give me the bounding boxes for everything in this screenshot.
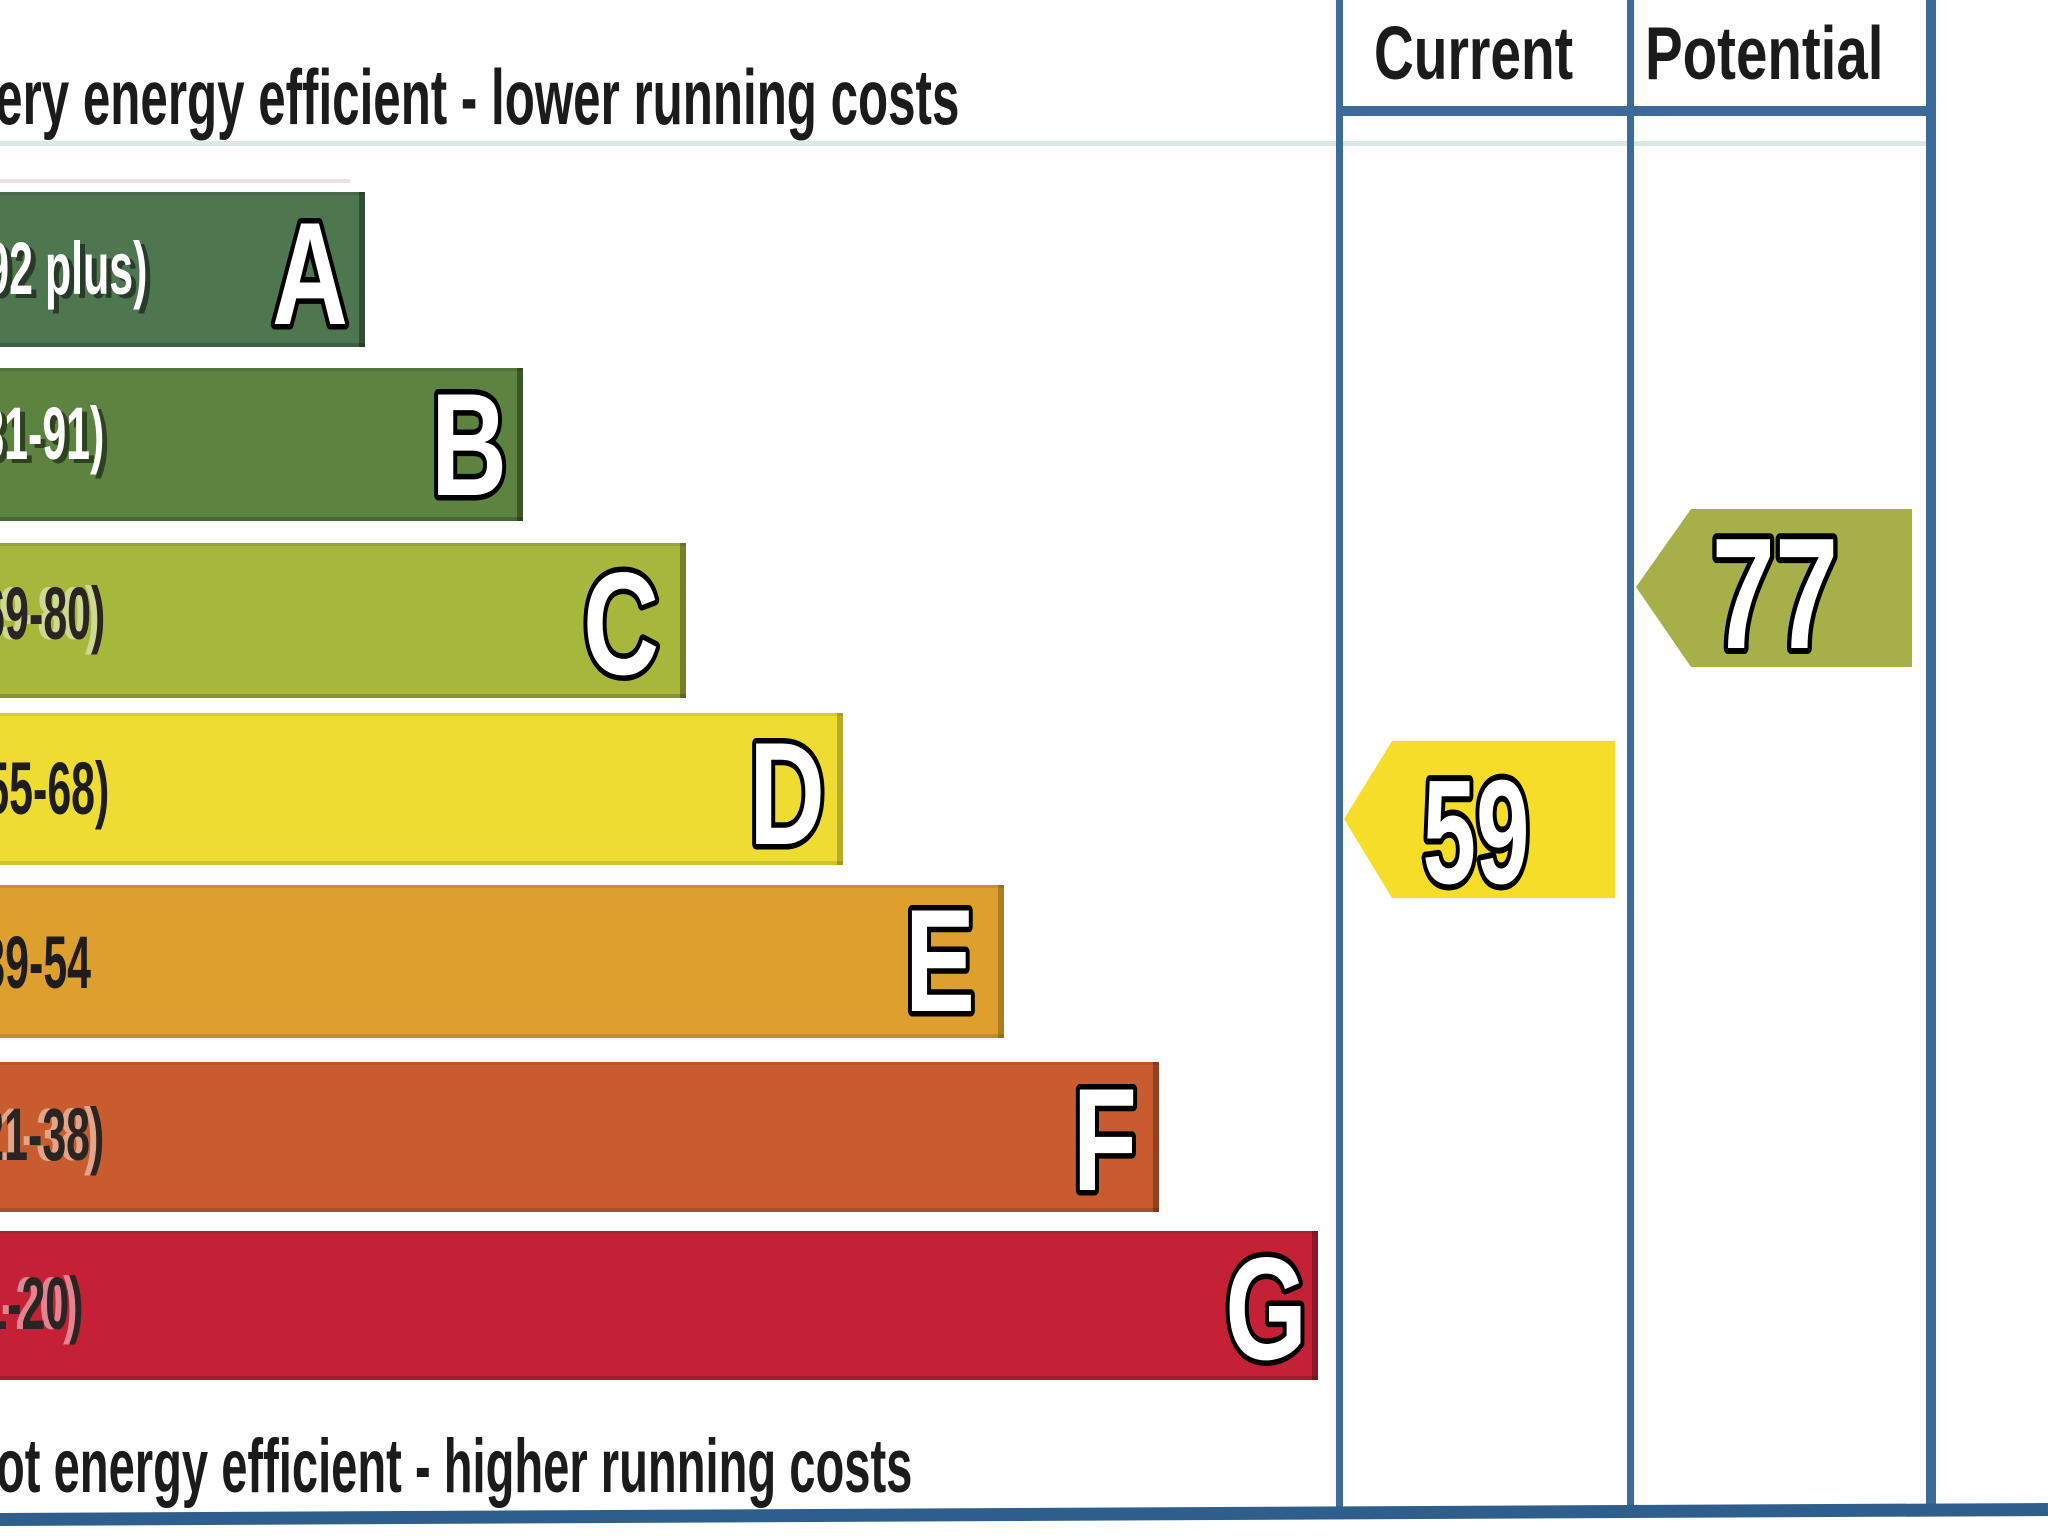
svg-text:59: 59 [1423, 750, 1530, 915]
svg-text:B: B [431, 363, 507, 526]
svg-text:(81-91): (81-91) [0, 396, 109, 479]
svg-text:C: C [583, 542, 659, 705]
svg-text:(21-38): (21-38) [0, 1093, 98, 1176]
svg-text:D: D [749, 712, 825, 875]
svg-text:G: G [1225, 1227, 1307, 1390]
svg-text:(39-54: (39-54 [0, 921, 91, 1004]
svg-text:(69-80): (69-80) [0, 572, 105, 655]
svg-text:(21-38): (21-38) [0, 1093, 104, 1176]
svg-text:(92 plus): (92 plus) [0, 231, 152, 314]
svg-text:F: F [1073, 1058, 1137, 1221]
svg-text:E: E [905, 879, 975, 1042]
svg-text:(1-20): (1-20) [0, 1262, 77, 1345]
svg-text:(92 plus): (92 plus) [0, 227, 147, 310]
svg-text:77: 77 [1712, 506, 1839, 683]
svg-text:(55-68): (55-68) [0, 747, 109, 830]
svg-text:(69-80): (69-80) [0, 572, 99, 655]
svg-text:A: A [272, 192, 348, 355]
svg-text:(81-91): (81-91) [0, 392, 104, 475]
svg-text:(1-20): (1-20) [0, 1262, 83, 1345]
